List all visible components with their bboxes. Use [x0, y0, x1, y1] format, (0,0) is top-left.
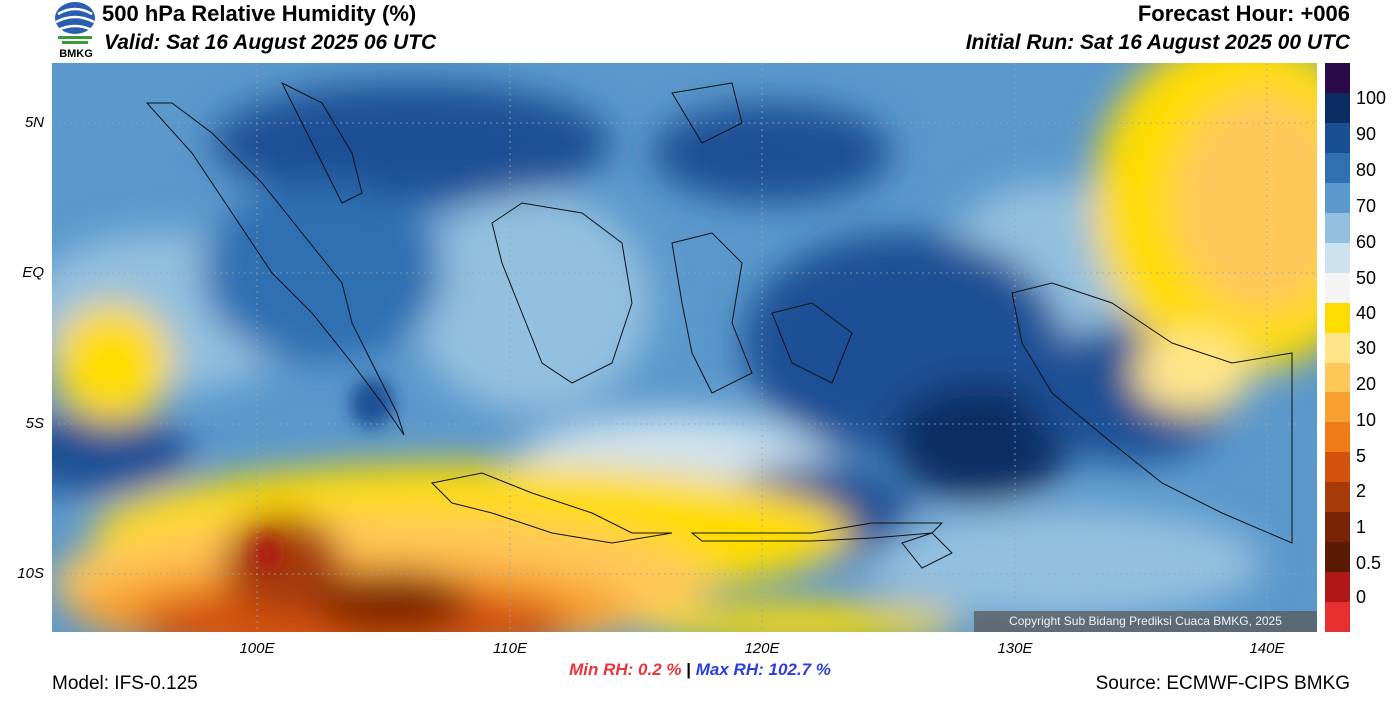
colorbar-label: 2	[1356, 481, 1367, 501]
colorbar-label: 100	[1356, 88, 1387, 108]
colorbar-cell	[1325, 422, 1350, 453]
colorbar-label: 30	[1356, 338, 1377, 358]
min-rh-value: 0.2 %	[638, 660, 682, 679]
colorbar	[1325, 63, 1350, 633]
colorbar-cell	[1325, 212, 1350, 243]
colorbar-label: 50	[1356, 268, 1377, 288]
copyright-note: Copyright Sub Bidang Prediksi Cuaca BMKG…	[974, 611, 1317, 632]
colorbar-cell	[1325, 122, 1350, 153]
stats-separator: |	[686, 660, 692, 679]
graticule	[52, 63, 1317, 632]
colorbar-cell	[1325, 602, 1350, 633]
max-rh-label: Max RH:	[695, 660, 764, 679]
colorbar-cell	[1325, 92, 1350, 123]
colorbar-label: 0.5	[1356, 553, 1382, 573]
colorbar-cell	[1325, 302, 1350, 333]
lat-label-eq: EQ	[22, 264, 44, 281]
colorbar-label: 60	[1356, 232, 1377, 252]
rh-stats: Min RH: 0.2 % | Max RH: 102.7 %	[0, 660, 1400, 680]
lon-label-120e: 120E	[744, 640, 780, 657]
lon-label-130e: 130E	[997, 640, 1033, 657]
lon-label-100e: 100E	[239, 640, 275, 657]
colorbar-cell	[1325, 572, 1350, 603]
forecast-hour: Forecast Hour: +006	[1137, 1, 1350, 26]
max-rh-value: 102.7 %	[768, 660, 831, 679]
lon-label-110e: 110E	[493, 640, 527, 657]
initial-run: Initial Run: Sat 16 August 2025 00 UTC	[965, 31, 1350, 54]
valid-time: Valid: Sat 16 August 2025 06 UTC	[104, 31, 437, 54]
colorbar-cell	[1325, 272, 1350, 303]
colorbar-cell	[1325, 242, 1350, 273]
lat-label-5n: 5N	[24, 114, 44, 131]
colorbar-label: 70	[1356, 196, 1377, 216]
colorbar-cell	[1325, 452, 1350, 483]
colorbar-label: 90	[1356, 124, 1377, 144]
colorbar-label: 20	[1356, 374, 1377, 394]
lat-label-10s: 10S	[17, 565, 44, 582]
lat-label-5s: 5S	[25, 415, 44, 432]
colorbar-cell	[1325, 332, 1350, 363]
humidity-map	[0, 33, 1392, 663]
colorbar-cell	[1325, 182, 1350, 213]
colorbar-cell	[1325, 362, 1350, 393]
model-label: Model: IFS-0.125	[52, 673, 198, 694]
colorbar-cell	[1325, 482, 1350, 513]
colorbar-label: 40	[1356, 303, 1377, 323]
source-label: Source: ECMWF-CIPS BMKG	[1095, 673, 1350, 694]
logo-text: BMKG	[59, 48, 93, 60]
colorbar-cell	[1325, 152, 1350, 183]
min-rh-label: Min RH:	[569, 660, 634, 679]
colorbar-cell	[1325, 512, 1350, 543]
colorbar-cell	[1325, 63, 1350, 93]
coastlines	[145, 81, 1293, 569]
humidity-field	[0, 33, 1392, 663]
colorbar-label: 5	[1356, 446, 1367, 466]
colorbar-label: 10	[1356, 410, 1377, 430]
colorbar-label: 1	[1356, 517, 1367, 537]
map-title: 500 hPa Relative Humidity (%)	[102, 1, 417, 26]
lon-label-140e: 140E	[1249, 640, 1285, 657]
bmkg-logo	[52, 0, 98, 60]
colorbar-cell	[1325, 392, 1350, 423]
colorbar-label: 0	[1356, 587, 1367, 607]
colorbar-label: 80	[1356, 160, 1377, 180]
colorbar-cell	[1325, 542, 1350, 573]
